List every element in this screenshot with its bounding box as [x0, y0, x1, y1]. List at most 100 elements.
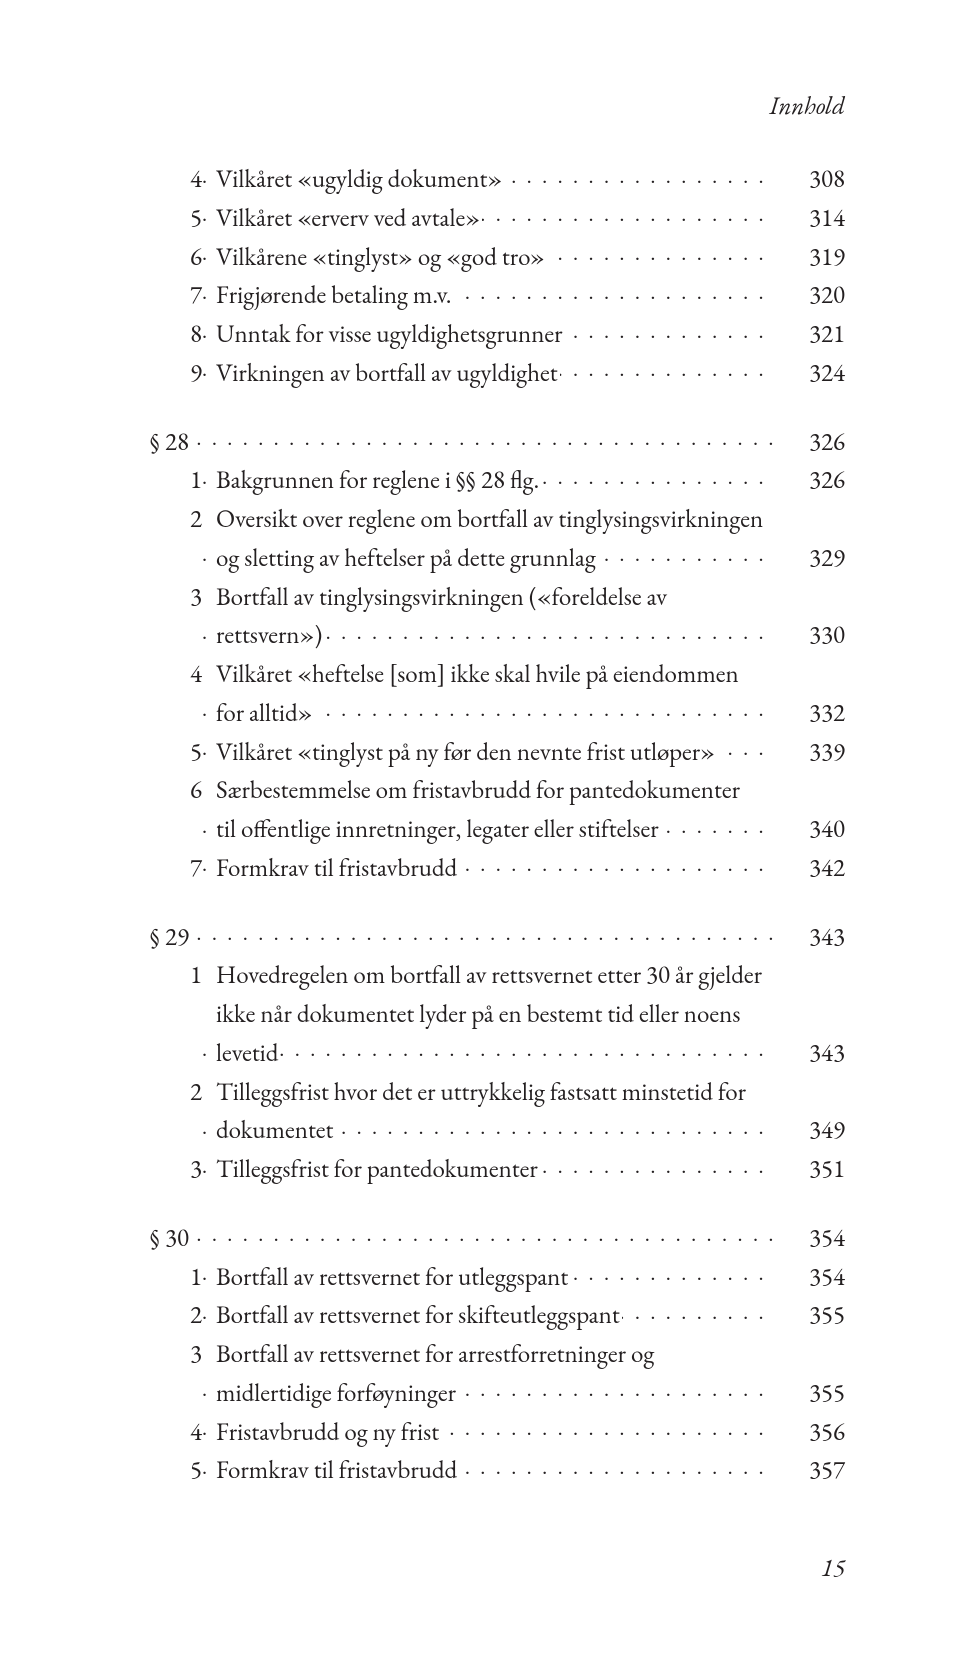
- entry-page: 355: [775, 1374, 845, 1413]
- entry-number: 6: [150, 771, 202, 810]
- toc-entry: 6Vilkårene «tinglyst» og «god tro». . . …: [150, 238, 845, 277]
- entry-label-text: Vilkåret «tinglyst på ny før den nevnte …: [216, 736, 717, 768]
- entry-label-text: Tilleggsfrist for pantedokumenter: [216, 1153, 540, 1185]
- entry-label-text: Virkningen av bortfall av ugyldighet: [216, 357, 560, 389]
- entry-page: 351: [775, 1150, 845, 1189]
- entry-page: 343: [775, 1034, 845, 1073]
- entry-label-text: Bortfall av rettsvernet for skifteutlegg…: [216, 1299, 622, 1331]
- page-header: Innhold: [150, 90, 845, 122]
- entry-page: 329: [775, 539, 845, 578]
- entry-label-text: Frigjørende betaling m.v.: [216, 279, 454, 311]
- toc-entry: 6 Særbestemmelse om fristavbrudd for pant…: [150, 771, 845, 810]
- entry-number: 7: [150, 849, 202, 888]
- entry-number: 1: [150, 956, 202, 995]
- toc-entry: midlertidige forføyninger. . . . . . . .…: [150, 1374, 845, 1413]
- toc-entry: ikke når dokumentet lyder på en bestemt …: [150, 995, 845, 1034]
- toc-entry: for alltid». . . . . . . . . . . . . . .…: [150, 694, 845, 733]
- entry-label-text: midlertidige forføyninger: [216, 1377, 458, 1409]
- entry-number: 5: [150, 199, 202, 238]
- entry-label: Vilkåret «erverv ved avtale». . . . . . …: [202, 199, 775, 238]
- entry-number: 6: [150, 238, 202, 277]
- entry-number: 3: [150, 578, 202, 617]
- entry-label: til offentlige innretninger, legater ell…: [202, 810, 775, 849]
- toc-entry: 4Fristavbrudd og ny frist. . . . . . . .…: [150, 1413, 845, 1452]
- toc-section: § 30. . . . . . . . . . . . . . . . . . …: [150, 1219, 845, 1490]
- entry-label-text: til offentlige innretninger, legater ell…: [216, 813, 661, 845]
- toc-section-title: § 30. . . . . . . . . . . . . . . . . . …: [150, 1219, 845, 1258]
- entry-page: 330: [775, 616, 845, 655]
- page-number-footer: 15: [150, 1552, 845, 1584]
- leader-dots: . . . . . . . . . . . . . . . . . . . . …: [150, 423, 775, 456]
- toc-entry: 1 Bortfall av rettsvernet for utleggspant…: [150, 1258, 845, 1297]
- toc-section-title: § 29. . . . . . . . . . . . . . . . . . …: [150, 918, 845, 957]
- leader-dots: . . . . . . . . . . . . . . . . . . . . …: [150, 918, 775, 951]
- entry-label-text: Formkrav til fristavbrudd: [216, 852, 459, 884]
- toc-entry: 7Formkrav til fristavbrudd. . . . . . . …: [150, 849, 845, 888]
- entry-label-text: ikke når dokumentet lyder på en bestemt …: [216, 998, 742, 1030]
- entry-page: 349: [775, 1111, 845, 1150]
- entry-label: Særbestemmelse om fristavbrudd for pante…: [202, 771, 775, 810]
- toc-entry: 4 Vilkåret «heftelse [som] ikke skal hvil…: [150, 655, 845, 694]
- entry-label-text: rettsvern»): [216, 619, 324, 651]
- entry-page: 319: [775, 238, 845, 277]
- leader-dots: . . . . . . . . . . . . . . . . . . . . …: [202, 1034, 775, 1067]
- entry-label-text: § 28: [150, 426, 191, 458]
- entry-number: 2: [150, 1296, 202, 1335]
- entry-page: 355: [775, 1296, 845, 1335]
- toc-entry: levetid. . . . . . . . . . . . . . . . .…: [150, 1034, 845, 1073]
- entry-label-text: for alltid»: [216, 697, 315, 729]
- toc-section: § 29. . . . . . . . . . . . . . . . . . …: [150, 918, 845, 1189]
- entry-label: Hovedregelen om bortfall av rettsvernet …: [202, 956, 775, 995]
- toc-section: § 28. . . . . . . . . . . . . . . . . . …: [150, 423, 845, 888]
- entry-label-text: og sletting av heftelser på dette grunnl…: [216, 542, 598, 574]
- entry-label-text: Bakgrunnen for reglene i §§ 28 flg.: [216, 464, 541, 496]
- entry-label: Tilleggsfrist for pantedokumenter. . . .…: [202, 1150, 775, 1189]
- entry-label: § 28. . . . . . . . . . . . . . . . . . …: [150, 423, 775, 462]
- entry-page: 356: [775, 1413, 845, 1452]
- toc-entry: 2Tilleggsfrist hvor det er uttrykkelig f…: [150, 1073, 845, 1112]
- entry-label: og sletting av heftelser på dette grunnl…: [202, 539, 775, 578]
- entry-number: 4: [150, 655, 202, 694]
- entry-label-text: levetid: [216, 1037, 280, 1069]
- entry-number: 4: [150, 1413, 202, 1452]
- entry-page: 342: [775, 849, 845, 888]
- entry-page: 314: [775, 199, 845, 238]
- entry-label-text: Særbestemmelse om fristavbrudd for pante…: [216, 774, 742, 806]
- entry-label: Bortfall av rettsvernet for skifteutlegg…: [202, 1296, 775, 1335]
- entry-page: 326: [775, 423, 845, 462]
- entry-page: 339: [775, 733, 845, 772]
- entry-label-text: § 30: [150, 1222, 191, 1254]
- toc-entry: 5Formkrav til fristavbrudd. . . . . . . …: [150, 1451, 845, 1490]
- entry-page: 308: [775, 160, 845, 199]
- entry-label: Bortfall av rettsvernet for arrestforret…: [202, 1335, 775, 1374]
- entry-page: 343: [775, 918, 845, 957]
- entry-label: Vilkåret «heftelse [som] ikke skal hvile…: [202, 655, 775, 694]
- toc-entry: rettsvern»). . . . . . . . . . . . . . .…: [150, 616, 845, 655]
- entry-number: 2: [150, 1073, 202, 1112]
- toc-entry: 7Frigjørende betaling m.v.. . . . . . . …: [150, 276, 845, 315]
- entry-label: Oversikt over reglene om bortfall av tin…: [202, 500, 775, 539]
- entry-label-text: Bortfall av tinglysingsvirkningen («fore…: [216, 581, 669, 613]
- entry-label-text: Bortfall av rettsvernet for utleggspant: [216, 1261, 570, 1293]
- toc-entry: 5Vilkåret «tinglyst på ny før den nevnte…: [150, 733, 845, 772]
- entry-label-text: Vilkåret «ugyldig dokument»: [216, 163, 504, 195]
- entry-label-text: Oversikt over reglene om bortfall av tin…: [216, 503, 765, 535]
- entry-label: Bortfall av tinglysingsvirkningen («fore…: [202, 578, 775, 617]
- toc-entry: 3Tilleggsfrist for pantedokumenter. . . …: [150, 1150, 845, 1189]
- entry-label-text: Fristavbrudd og ny frist: [216, 1416, 441, 1448]
- entry-label: levetid. . . . . . . . . . . . . . . . .…: [202, 1034, 775, 1073]
- toc-section-title: § 28. . . . . . . . . . . . . . . . . . …: [150, 423, 845, 462]
- toc-entry: 1Hovedregelen om bortfall av rettsvernet…: [150, 956, 845, 995]
- toc-entry: 9Virkningen av bortfall av ugyldighet. .…: [150, 354, 845, 393]
- entry-label: § 29. . . . . . . . . . . . . . . . . . …: [150, 918, 775, 957]
- entry-label: rettsvern»). . . . . . . . . . . . . . .…: [202, 616, 775, 655]
- entry-page: 324: [775, 354, 845, 393]
- entry-page: 320: [775, 276, 845, 315]
- entry-number: 9: [150, 354, 202, 393]
- entry-label-text: Unntak for visse ugyldighetsgrunner: [216, 318, 565, 350]
- toc-entry: og sletting av heftelser på dette grunnl…: [150, 539, 845, 578]
- toc-entry: 2Oversikt over reglene om bortfall av ti…: [150, 500, 845, 539]
- entry-label-text: Vilkåret «heftelse [som] ikke skal hvile…: [216, 658, 741, 690]
- entry-label: Unntak for visse ugyldighetsgrunner. . .…: [202, 315, 775, 354]
- entry-number: 1: [150, 1258, 202, 1297]
